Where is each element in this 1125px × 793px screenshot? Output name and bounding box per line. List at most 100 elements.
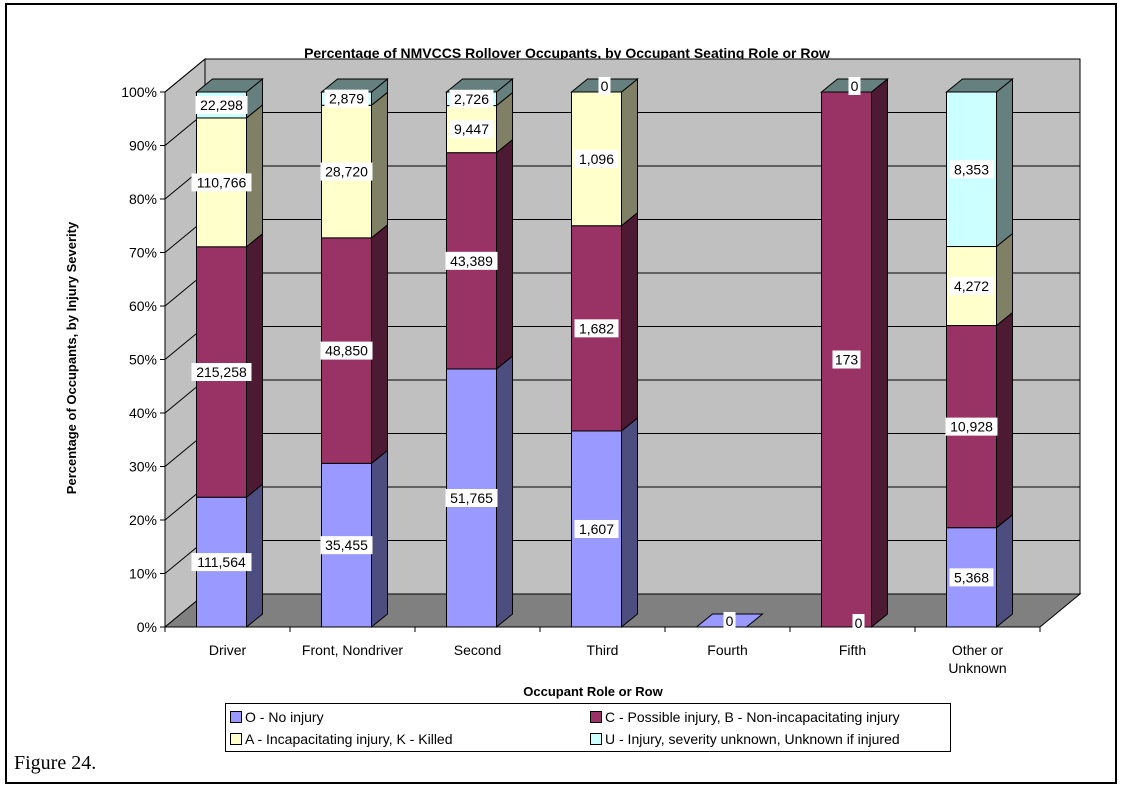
data-label-bg [848, 77, 861, 95]
data-label: 1,682 [579, 320, 614, 336]
data-label-bg [949, 277, 994, 296]
legend-item-no-injury: O - No injury [230, 706, 324, 728]
legend-swatch [590, 733, 602, 746]
y-tick-label: 0% [137, 619, 157, 635]
data-label-bg [320, 162, 373, 181]
chart-legend: O - No injury C - Possible injury, B - N… [225, 703, 951, 752]
y-tick-label: 80% [129, 191, 157, 207]
data-label: 43,389 [450, 253, 493, 269]
data-label-bg [949, 568, 994, 587]
bar-segment-top [945, 78, 1014, 93]
data-label-bg [574, 319, 619, 338]
y-tick-label: 60% [129, 298, 157, 314]
y-tick-label: 70% [129, 245, 157, 261]
legend-swatch [230, 733, 242, 746]
legend-label: U - Injury, severity unknown, Unknown if… [605, 731, 900, 747]
data-label-bg [449, 89, 494, 108]
bar-segment-side [371, 91, 388, 239]
data-label-bg [598, 77, 611, 95]
data-label: 111,564 [197, 554, 246, 570]
x-tick-label-line: Other or [952, 642, 1004, 658]
data-label: 4,272 [954, 278, 989, 294]
x-tick-label: Second [454, 642, 501, 658]
bar-segment-side [621, 211, 638, 432]
bar-segment-top [195, 78, 264, 93]
bar-segment-side [496, 138, 513, 371]
y-tick-label: 40% [129, 405, 157, 421]
data-label: 10,928 [950, 419, 993, 435]
bar-segment-side [996, 513, 1013, 629]
y-tick-label: 50% [129, 352, 157, 368]
legend-item-incapacitating-injury: A - Incapacitating injury, K - Killed [230, 728, 453, 750]
data-label-bg [324, 89, 369, 108]
data-label: 2,726 [454, 91, 489, 107]
data-label-bg [320, 341, 373, 360]
data-label-bg [191, 363, 252, 382]
chart-title: Percentage of NMVCCS Rollover Occupants,… [304, 45, 830, 61]
bar-segment-side [871, 77, 888, 629]
x-tick-label-line: Front, Nondriver [302, 642, 403, 658]
x-tick-label: Other or Unknown [948, 642, 1006, 676]
bar-segment-side [996, 232, 1013, 327]
data-label-bg [832, 350, 861, 369]
data-label-bg [574, 149, 619, 168]
y-tick-label: 100% [121, 84, 157, 100]
legend-swatch [590, 711, 602, 724]
data-label-bg [723, 612, 736, 630]
data-label: 0 [601, 78, 609, 94]
data-label: 173 [835, 352, 859, 368]
x-tick-label-line: Third [587, 642, 619, 658]
data-label: 1,096 [579, 151, 614, 167]
bar-segment-side [621, 77, 638, 227]
legend-item-severity-unknown: U - Injury, severity unknown, Unknown if… [590, 728, 900, 750]
data-label-bg [195, 95, 248, 114]
x-tick-label: Fourth [707, 642, 747, 658]
data-label-bg [191, 173, 252, 192]
data-label-bg [852, 614, 865, 632]
chart-frame [5, 3, 1117, 784]
data-label-bg [445, 488, 498, 507]
data-label-bg [949, 160, 994, 179]
data-label: 22,298 [200, 97, 243, 113]
data-label: 0 [855, 615, 863, 631]
legend-label: C - Possible injury, B - Non-incapacitat… [605, 709, 900, 725]
bar-segment-side [621, 416, 638, 629]
y-tick-label: 20% [129, 512, 157, 528]
data-label-bg [191, 553, 252, 572]
gridline [164, 58, 1080, 93]
x-tick-label-line: Fourth [707, 642, 747, 658]
x-tick-label-line: Second [454, 642, 501, 658]
bar-segment-side [371, 449, 388, 629]
y-tick-label: 90% [129, 138, 157, 154]
data-label: 48,850 [325, 343, 368, 359]
data-label-bg [445, 251, 498, 270]
legend-label: O - No injury [245, 709, 324, 725]
y-axis-title: Percentage of Occupants, by Injury Sever… [64, 221, 79, 494]
data-label: 0 [726, 613, 734, 629]
data-label: 8,353 [954, 161, 989, 177]
data-label: 1,607 [579, 521, 614, 537]
x-tick-label-line: Fifth [839, 642, 866, 658]
x-axis-title: Occupant Role or Row [523, 684, 663, 699]
y-tick-label: 10% [129, 566, 157, 582]
legend-swatch [230, 711, 242, 724]
data-label: 215,258 [196, 364, 247, 380]
data-label-bg [320, 536, 373, 555]
x-tick-label-line: Driver [209, 642, 247, 658]
data-label-bg [945, 417, 998, 436]
y-tick-label: 30% [129, 459, 157, 475]
x-tick-label: Third [587, 642, 619, 658]
data-label-bg [449, 120, 494, 139]
data-label: 2,879 [329, 91, 364, 107]
data-label: 35,455 [325, 537, 368, 553]
bar-segment-side [496, 354, 513, 629]
legend-item-possible-injury: C - Possible injury, B - Non-incapacitat… [590, 706, 900, 728]
bar-segment-side [996, 77, 1013, 248]
data-label: 5,368 [954, 569, 989, 585]
x-tick-label: Driver [209, 642, 247, 658]
x-tick-label: Fifth [839, 642, 866, 658]
data-label: 51,765 [450, 490, 493, 506]
x-tick-label-line: Unknown [948, 660, 1006, 676]
bar-segment-side [371, 223, 388, 465]
